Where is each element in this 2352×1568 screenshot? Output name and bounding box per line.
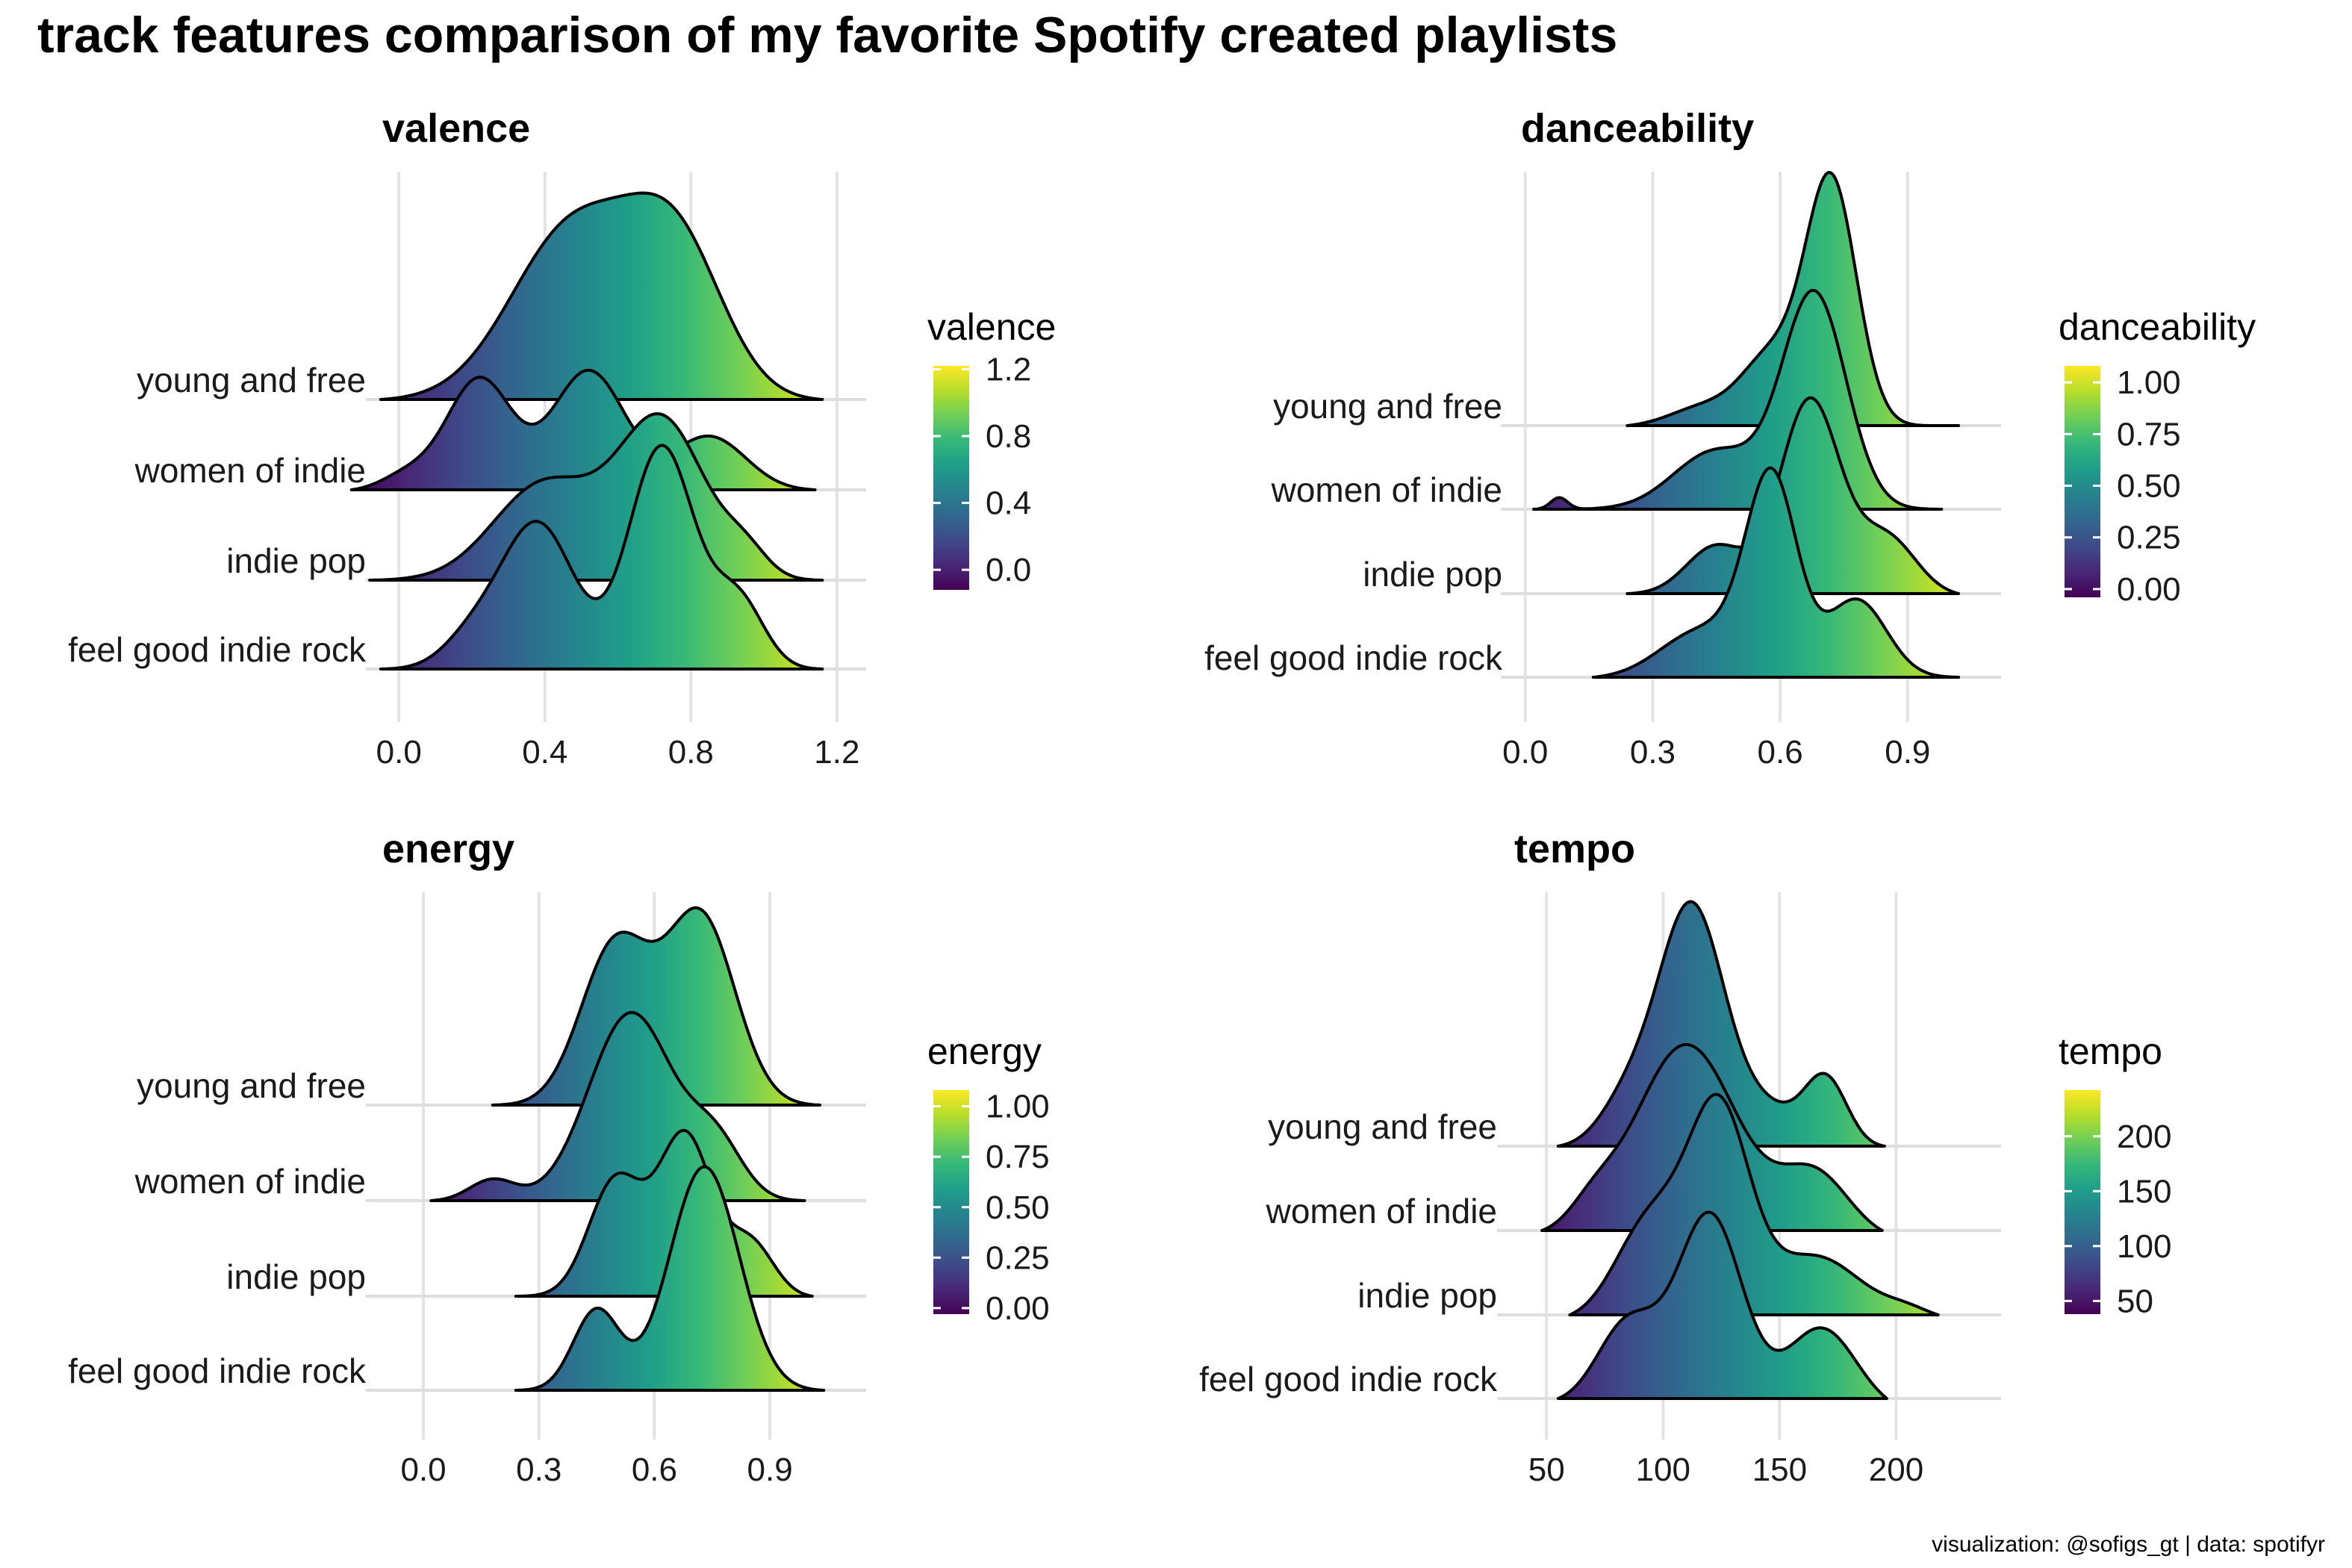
x-tick-label-danceability-3: 0.9 bbox=[1885, 734, 1930, 771]
panel-title-danceability: danceability bbox=[1521, 106, 1754, 151]
ridge-danceability-women-of-indie bbox=[1532, 288, 1944, 511]
ridge-energy-women-of-indie bbox=[429, 1011, 806, 1202]
legend-label-energy-1: 0.25 bbox=[986, 1239, 1050, 1276]
legend-label-tempo-2: 150 bbox=[2117, 1173, 2171, 1210]
x-tick-label-valence-2: 0.8 bbox=[668, 734, 714, 771]
ridge-valence-young-and-free bbox=[379, 191, 824, 401]
y-label-valence-feel-good-indie-rock: feel good indie rock bbox=[68, 630, 367, 669]
legend-label-danceability-4: 1.00 bbox=[2117, 364, 2181, 401]
legend-colorbar-energy bbox=[933, 1090, 969, 1314]
x-tick-label-danceability-1: 0.3 bbox=[1630, 734, 1676, 771]
legend-label-energy-3: 0.75 bbox=[986, 1139, 1050, 1175]
x-tick-label-energy-2: 0.6 bbox=[632, 1452, 677, 1488]
x-tick-label-energy-3: 0.9 bbox=[747, 1452, 793, 1488]
y-label-energy-indie-pop: indie pop bbox=[226, 1257, 366, 1296]
y-label-valence-young-and-free: young and free bbox=[137, 361, 366, 399]
legend-label-danceability-1: 0.25 bbox=[2117, 520, 2181, 556]
legend-label-tempo-3: 200 bbox=[2117, 1119, 2171, 1155]
ridge-danceability-indie-pop bbox=[1625, 396, 1961, 595]
legend-energy: energy 0.00 0.25 0.50 0.75 1.00 bbox=[927, 1030, 1050, 1327]
chart-main-title: track features comparison of my favorite… bbox=[37, 7, 1618, 63]
legend-title-energy: energy bbox=[927, 1030, 1042, 1072]
legend-title-danceability: danceability bbox=[2059, 306, 2256, 348]
legend-tempo: tempo 50 100 150 200 bbox=[2059, 1030, 2171, 1319]
y-label-danceability-feel-good-indie-rock: feel good indie rock bbox=[1204, 638, 1503, 677]
legend-colorbar-danceability bbox=[2065, 366, 2100, 597]
legend-label-energy-4: 1.00 bbox=[986, 1089, 1050, 1125]
y-label-valence-women-of-indie: women of indie bbox=[134, 451, 366, 490]
legend-label-tempo-1: 100 bbox=[2117, 1228, 2171, 1265]
ridge-valence-indie-pop bbox=[368, 412, 824, 582]
y-label-energy-young-and-free: young and free bbox=[137, 1066, 366, 1105]
x-tick-label-energy-0: 0.0 bbox=[400, 1452, 446, 1488]
x-tick-label-tempo-0: 50 bbox=[1528, 1452, 1565, 1488]
y-label-energy-feel-good-indie-rock: feel good indie rock bbox=[68, 1351, 367, 1390]
x-tick-label-tempo-3: 200 bbox=[1869, 1452, 1923, 1488]
ridge-danceability-young-and-free bbox=[1625, 171, 1961, 427]
legend-colorbar-tempo bbox=[2065, 1090, 2100, 1314]
y-label-tempo-feel-good-indie-rock: feel good indie rock bbox=[1199, 1360, 1498, 1399]
y-label-energy-women-of-indie: women of indie bbox=[134, 1162, 366, 1201]
ridge-energy-feel-good-indie-rock bbox=[514, 1165, 826, 1392]
panel-title-valence: valence bbox=[382, 106, 530, 151]
legend-title-tempo: tempo bbox=[2059, 1030, 2162, 1072]
panel-tempo: tempo young and free women of indie indie p… bbox=[1199, 827, 2171, 1488]
legend-label-energy-2: 0.50 bbox=[986, 1189, 1050, 1226]
x-tick-label-valence-1: 0.4 bbox=[522, 734, 567, 771]
panel-title-energy: energy bbox=[382, 827, 514, 871]
legend-label-danceability-3: 0.75 bbox=[2117, 416, 2181, 452]
x-tick-label-valence-0: 0.0 bbox=[376, 734, 422, 771]
panel-valence: valence young and free women of indie indie… bbox=[68, 106, 1056, 771]
x-tick-label-tempo-1: 100 bbox=[1636, 1452, 1690, 1488]
x-tick-label-valence-3: 1.2 bbox=[814, 734, 859, 771]
legend-danceability: danceability 0.00 0.25 0.50 0.75 1.00 bbox=[2059, 306, 2256, 608]
ridge-valence-feel-good-indie-rock bbox=[379, 444, 824, 671]
legend-label-danceability-2: 0.50 bbox=[2117, 468, 2181, 505]
legend-label-valence-0: 0.0 bbox=[986, 552, 1031, 588]
ridge-tempo-young-and-free bbox=[1556, 900, 1886, 1148]
legend-label-valence-3: 1.2 bbox=[986, 351, 1031, 388]
legend-label-danceability-0: 0.00 bbox=[2117, 571, 2181, 608]
x-tick-label-danceability-2: 0.6 bbox=[1758, 734, 1803, 771]
ridge-tempo-indie-pop bbox=[1568, 1092, 1940, 1316]
x-tick-label-tempo-2: 150 bbox=[1752, 1452, 1807, 1488]
ridge-valence-women-of-indie bbox=[349, 368, 817, 491]
y-label-danceability-young-and-free: young and free bbox=[1273, 387, 1502, 426]
chart-caption: visualization: @sofigs_gt | data: spotif… bbox=[1932, 1532, 2325, 1557]
y-label-tempo-young-and-free: young and free bbox=[1268, 1107, 1497, 1146]
y-label-tempo-indie-pop: indie pop bbox=[1357, 1276, 1497, 1315]
y-label-tempo-women-of-indie: women of indie bbox=[1266, 1192, 1497, 1231]
legend-title-valence: valence bbox=[927, 306, 1056, 348]
y-label-danceability-women-of-indie: women of indie bbox=[1271, 470, 1502, 509]
legend-colorbar-valence bbox=[933, 366, 969, 590]
legend-valence: valence 0.0 0.4 0.8 1.2 bbox=[927, 306, 1056, 590]
ridge-energy-young-and-free bbox=[491, 906, 822, 1107]
panel-energy: energy young and free women of indie indie … bbox=[68, 827, 1050, 1488]
x-tick-label-energy-1: 0.3 bbox=[516, 1452, 561, 1488]
panel-title-tempo: tempo bbox=[1514, 827, 1635, 871]
panel-danceability: danceability young and free women of indie… bbox=[1204, 106, 2256, 771]
legend-label-valence-2: 0.8 bbox=[986, 418, 1031, 455]
ridge-tempo-feel-good-indie-rock bbox=[1556, 1210, 1888, 1400]
legend-label-energy-0: 0.00 bbox=[986, 1290, 1050, 1327]
y-label-danceability-indie-pop: indie pop bbox=[1363, 555, 1502, 594]
x-tick-label-danceability-0: 0.0 bbox=[1502, 734, 1548, 771]
legend-label-tempo-0: 50 bbox=[2117, 1283, 2153, 1319]
ridge-danceability-feel-good-indie-rock bbox=[1591, 466, 1961, 679]
legend-label-valence-1: 0.4 bbox=[986, 485, 1031, 522]
y-label-valence-indie-pop: indie pop bbox=[226, 541, 366, 580]
